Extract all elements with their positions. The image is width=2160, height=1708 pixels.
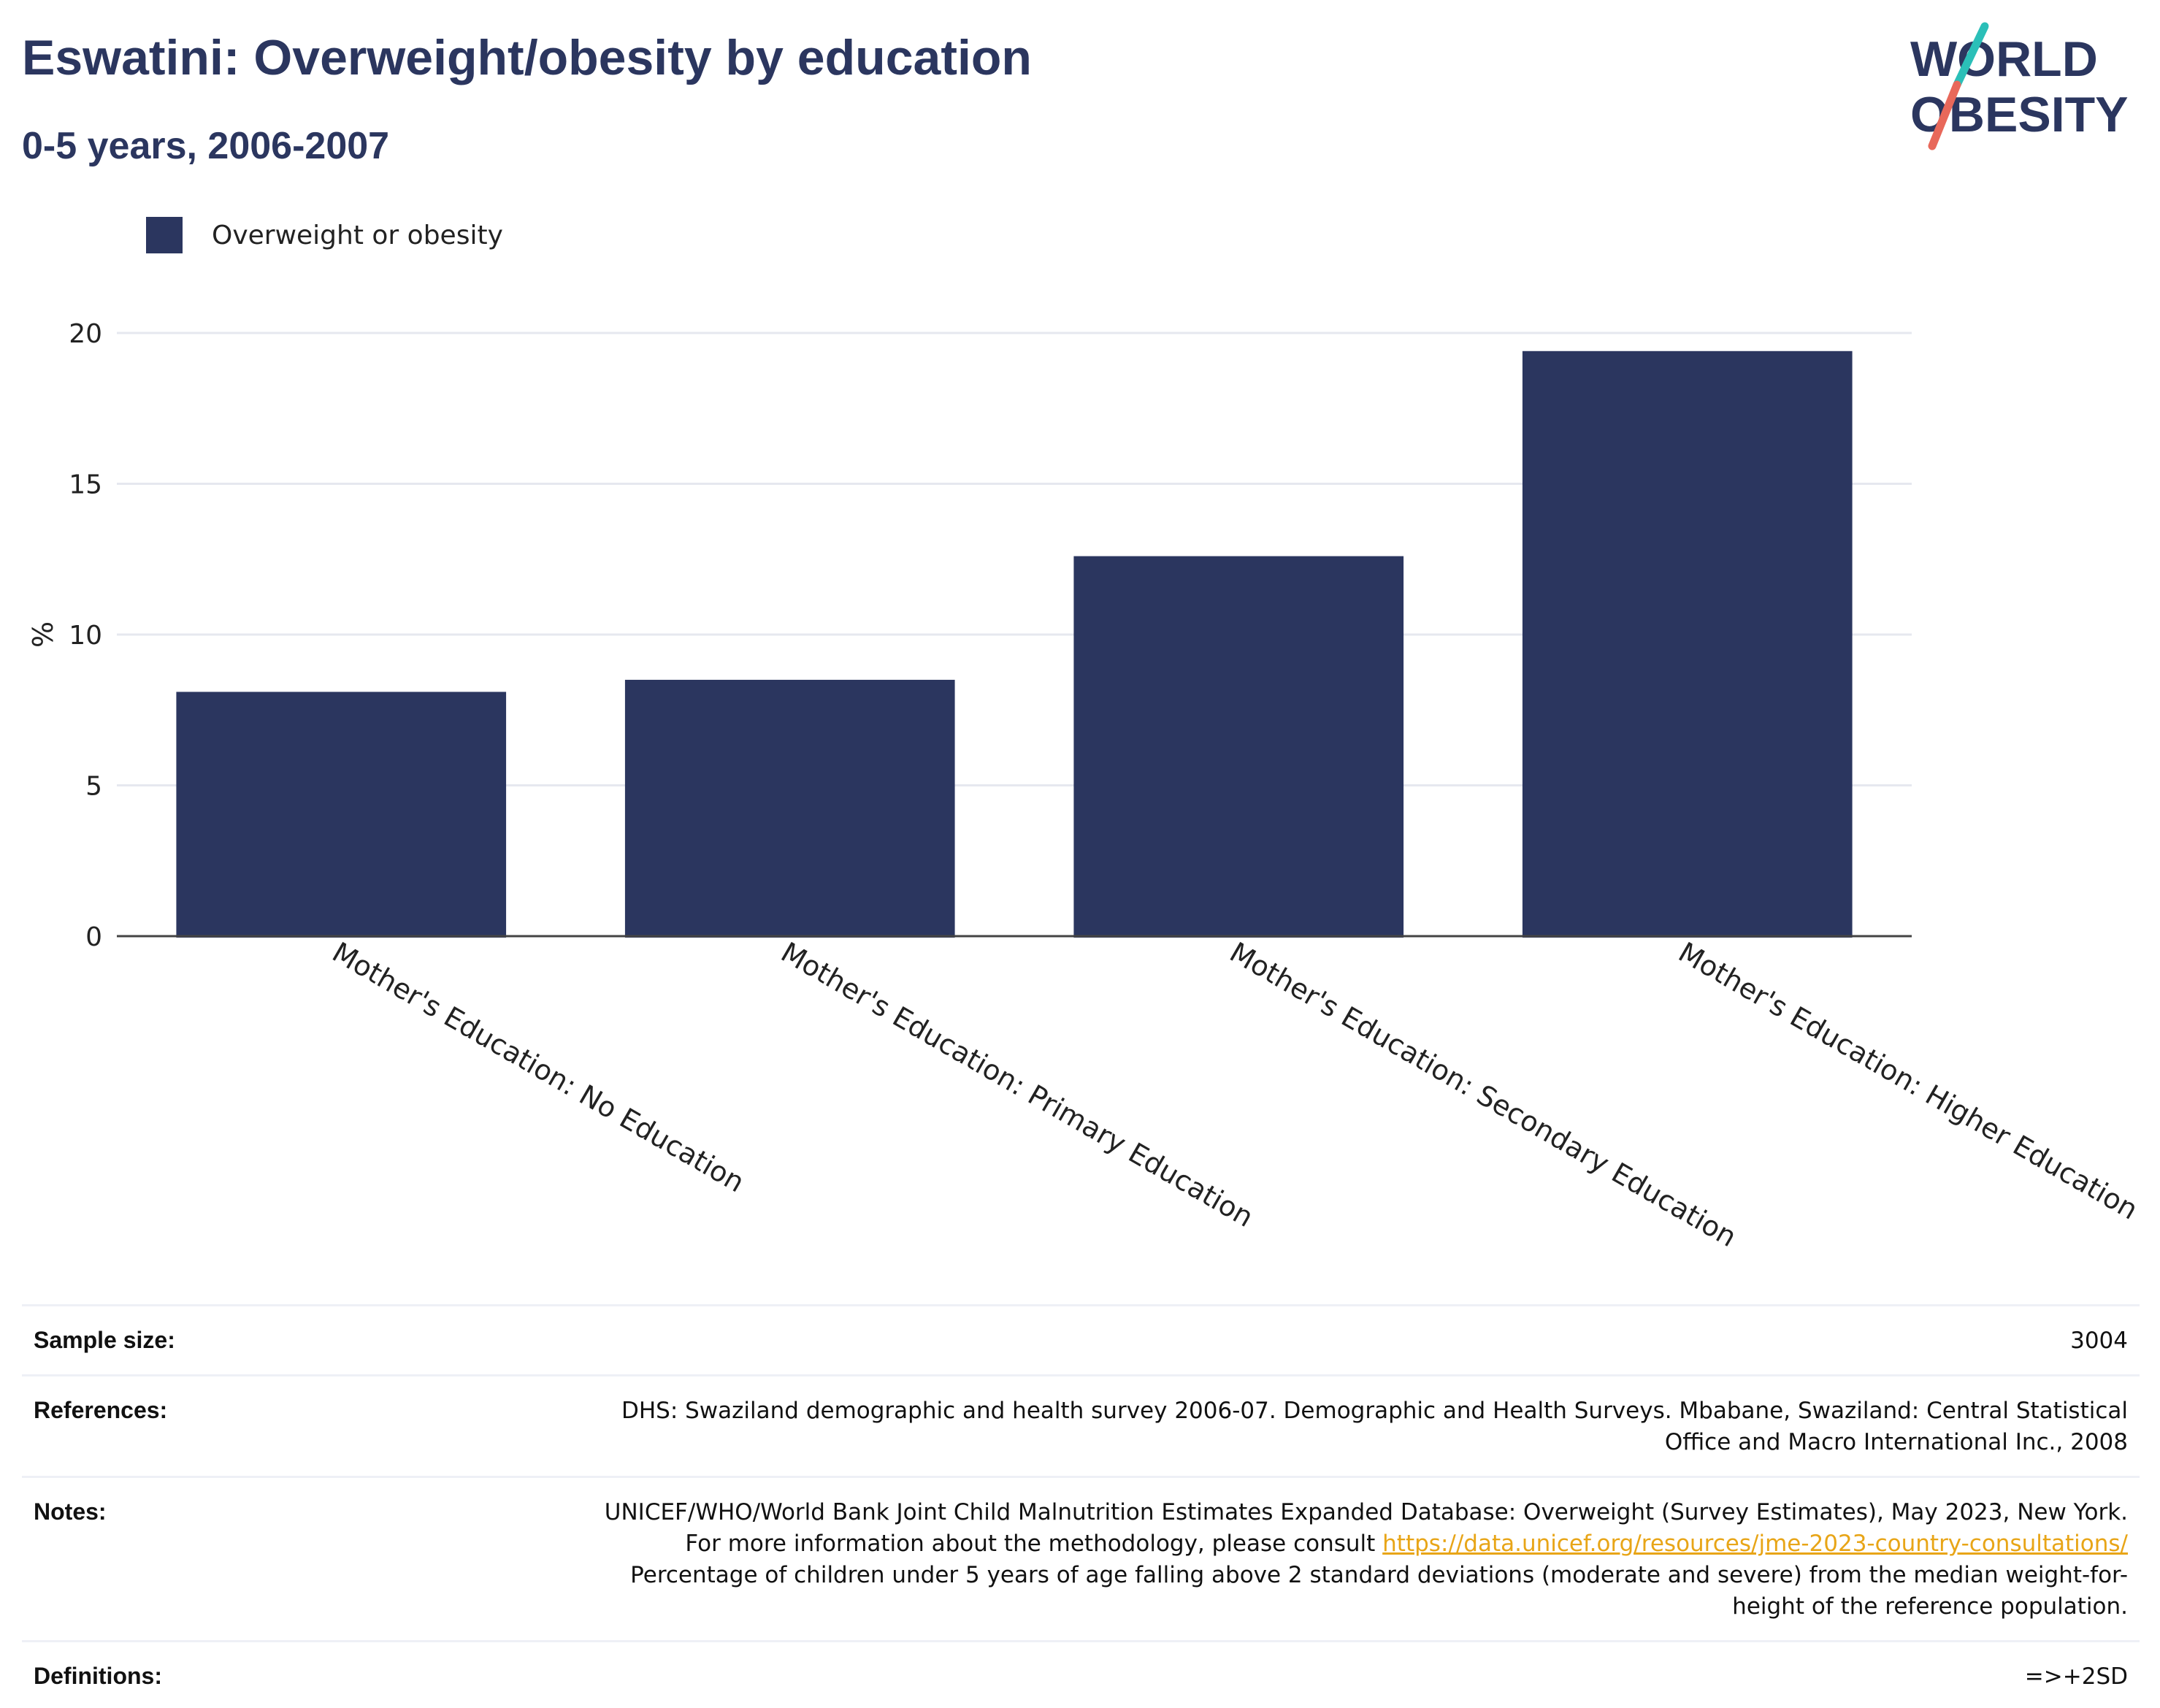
references-row: References: DHS: Swaziland demographic a… xyxy=(22,1374,2140,1476)
definitions-value: =>+2SD xyxy=(2024,1663,2128,1690)
bar-chart: 0 5 10 15 20 Mother's Education: No Educatio… xyxy=(27,319,2143,1254)
y-tick-label: 15 xyxy=(69,470,102,500)
chart-subtitle: 0-5 years, 2006-2007 xyxy=(22,125,390,167)
info-table: Sample size: 3004 References: DHS: Swazi… xyxy=(22,1304,2140,1708)
y-tick-label: 10 xyxy=(69,621,102,651)
references-value: DHS: Swaziland demographic and health su… xyxy=(621,1398,2128,1455)
bar[interactable] xyxy=(176,692,507,938)
x-tick-label: Mother's Education: Higher Education xyxy=(1673,936,2143,1226)
notes-text-continued: Percentage of children under 5 years of … xyxy=(630,1562,2128,1620)
bars xyxy=(176,351,1853,938)
notes-link[interactable]: https://data.unicef.org/resources/jme-20… xyxy=(1382,1531,2128,1557)
x-axis-labels: Mother's Education: No Education Mother's… xyxy=(327,936,2143,1254)
y-tick-label: 0 xyxy=(85,922,102,952)
y-axis-ticks: 0 5 10 15 20 xyxy=(69,319,102,952)
logo-slash-bottom xyxy=(1928,80,1961,150)
notes-label: Notes: xyxy=(34,1498,107,1525)
logo-slash-top xyxy=(1953,22,1989,89)
sample-size-row: Sample size: 3004 xyxy=(22,1304,2140,1374)
definitions-row: Definitions: =>+2SD xyxy=(22,1640,2140,1708)
world-obesity-logo: WORLD OBESITY xyxy=(1910,22,2129,150)
x-tick-label: Mother's Education: Primary Education xyxy=(775,936,1259,1233)
chart-legend[interactable]: Overweight or obesity xyxy=(146,216,503,254)
chart-title: Eswatini: Overweight/obesity by educatio… xyxy=(22,30,1032,85)
sample-size-label: Sample size: xyxy=(34,1327,175,1353)
legend-swatch xyxy=(146,217,183,253)
references-label: References: xyxy=(34,1397,168,1423)
notes-text: UNICEF/WHO/World Bank Joint Child Malnut… xyxy=(604,1499,2128,1557)
bar[interactable] xyxy=(1522,351,1853,938)
y-axis-title: % xyxy=(27,621,59,648)
sample-size-value: 3004 xyxy=(2070,1328,2128,1354)
y-tick-label: 5 xyxy=(85,772,102,802)
logo-word-world: WORLD xyxy=(1910,31,2098,87)
x-tick-label: Mother's Education: Secondary Education xyxy=(1225,936,1742,1254)
bar[interactable] xyxy=(1073,556,1404,938)
notes-row: Notes: UNICEF/WHO/World Bank Joint Child… xyxy=(22,1476,2140,1640)
definitions-label: Definitions: xyxy=(34,1663,162,1689)
notes-value: UNICEF/WHO/World Bank Joint Child Malnut… xyxy=(594,1497,2128,1623)
legend-label: Overweight or obesity xyxy=(212,220,503,250)
bar[interactable] xyxy=(624,679,955,938)
x-tick-label: Mother's Education: No Education xyxy=(327,936,750,1199)
y-tick-label: 20 xyxy=(69,319,102,349)
